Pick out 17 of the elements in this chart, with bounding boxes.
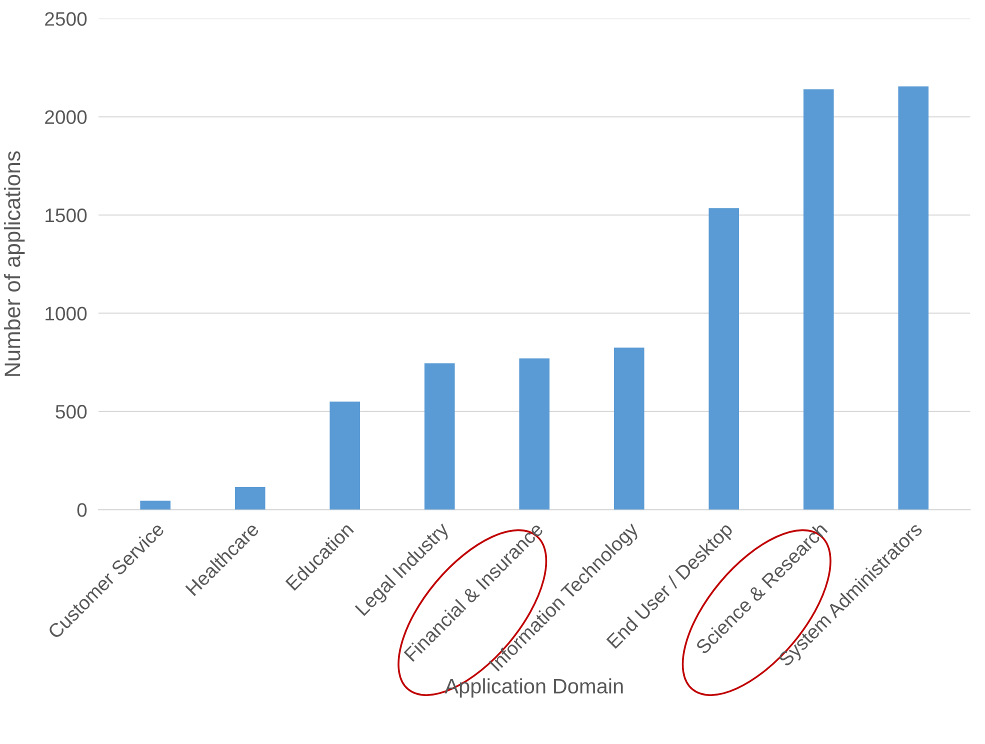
x-axis-title: Application Domain: [444, 678, 623, 698]
y-tick-label: 1500: [46, 208, 87, 222]
bar: [424, 363, 455, 510]
y-axis-title: Number of applications: [4, 151, 25, 376]
bar: [898, 86, 929, 510]
bar: [803, 89, 834, 510]
y-tick-label: 2500: [45, 12, 87, 26]
y-tick-label: 0: [77, 503, 87, 517]
bar: [519, 358, 550, 510]
y-tick-label: 1000: [46, 306, 87, 320]
bar: [614, 348, 644, 510]
bar: [330, 402, 360, 510]
y-tick-label: 500: [56, 404, 87, 419]
bar: [234, 487, 266, 510]
bar: [708, 208, 740, 510]
y-tick-label: 2000: [45, 110, 87, 124]
bar: [140, 500, 171, 510]
